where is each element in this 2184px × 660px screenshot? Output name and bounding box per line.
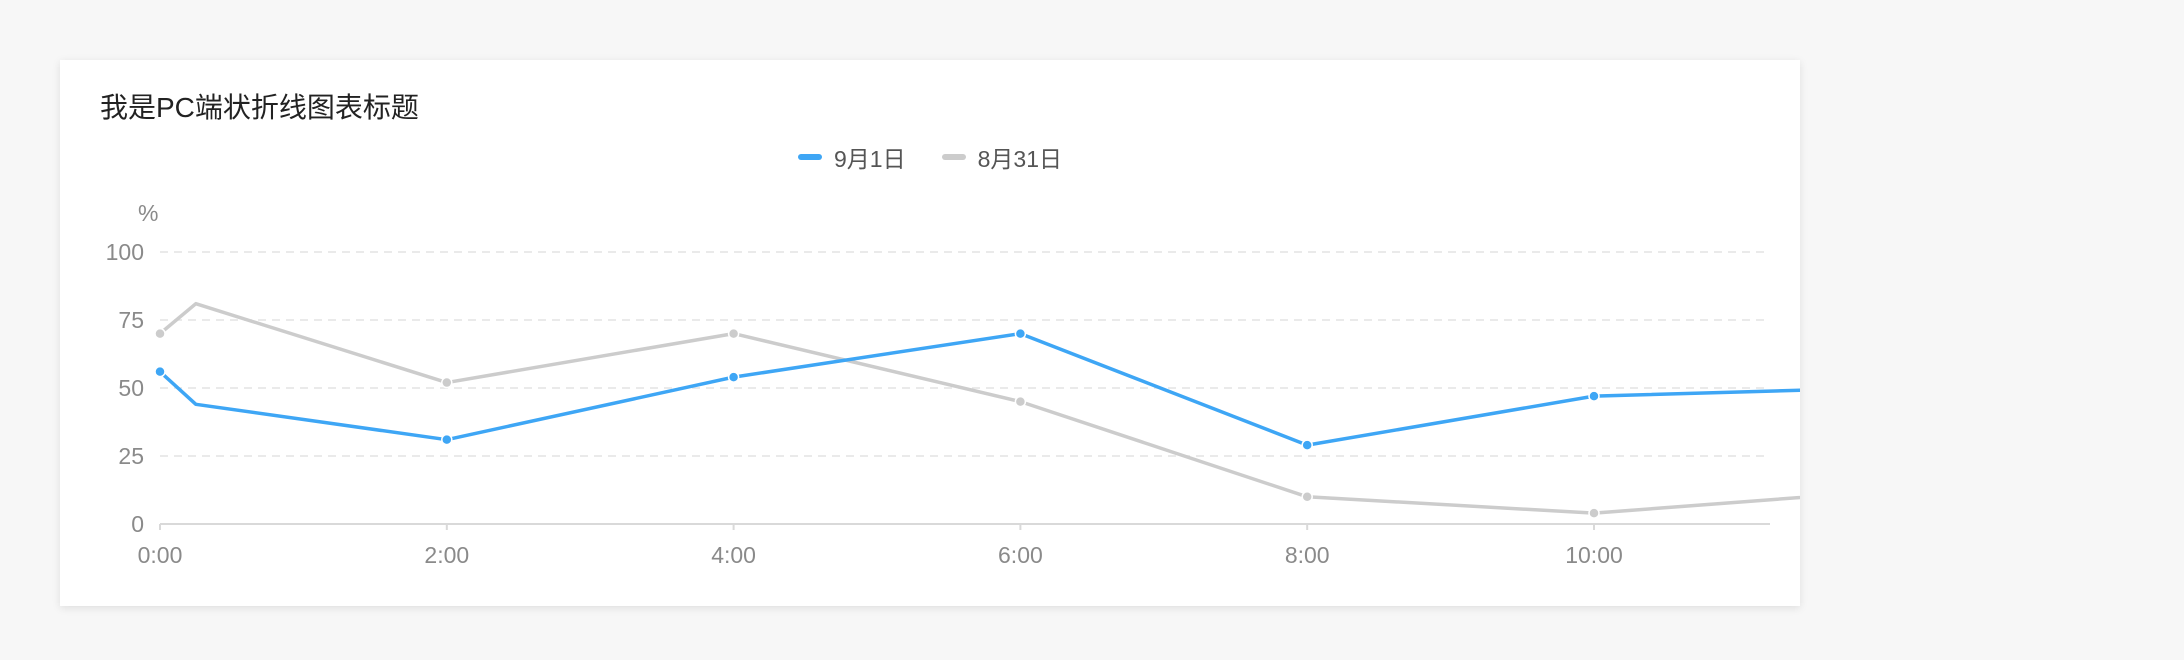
x-tick-label: 0:00 <box>138 542 183 568</box>
series-line <box>158 301 1800 515</box>
data-point[interactable] <box>1014 395 1027 408</box>
legend-swatch <box>798 154 823 160</box>
data-point[interactable] <box>154 327 166 340</box>
data-point[interactable] <box>1301 491 1313 503</box>
x-tick-label: 8:00 <box>1285 542 1330 568</box>
y-tick-label: 25 <box>118 443 144 469</box>
data-point[interactable] <box>441 376 453 389</box>
chart-legend: 9月1日 8月31日 <box>60 140 1800 174</box>
chart-card: 我是PC端状折线图表标题 9月1日 8月31日 % 0 25 50 75 100 0:00 2:… <box>60 60 1800 606</box>
x-tick-label: 4:00 <box>711 542 756 568</box>
legend-label: 8月31日 <box>977 146 1062 172</box>
legend-item[interactable]: 8月31日 <box>941 140 1062 174</box>
data-point[interactable] <box>727 371 740 383</box>
chart-title: 我是PC端状折线图表标题 <box>100 92 419 123</box>
data-point[interactable] <box>1301 439 1313 451</box>
data-point[interactable] <box>154 365 166 378</box>
data-point[interactable] <box>727 327 740 340</box>
y-tick-label: 50 <box>118 375 144 401</box>
legend-swatch <box>941 154 966 160</box>
y-tick-label: 75 <box>118 307 144 333</box>
data-point[interactable] <box>1014 327 1027 340</box>
x-tick-label: 2:00 <box>424 542 469 568</box>
y-axis-unit-label: % <box>138 200 158 226</box>
legend-label: 9月1日 <box>834 146 906 172</box>
series-line <box>158 331 1800 447</box>
data-point[interactable] <box>441 433 453 446</box>
data-point[interactable] <box>1588 507 1600 519</box>
line-chart: %02550751000:002:004:006:008:0010:0012:0… <box>106 200 1800 568</box>
x-tick-label: 10:00 <box>1565 542 1623 568</box>
legend-item[interactable]: 9月1日 <box>798 140 906 174</box>
y-tick-label: 0 <box>131 511 144 537</box>
x-tick-label: 6:00 <box>998 542 1043 568</box>
y-tick-label: 100 <box>106 239 144 265</box>
data-point[interactable] <box>1588 390 1600 402</box>
